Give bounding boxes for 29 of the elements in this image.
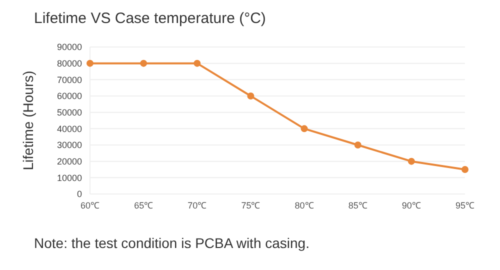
y-tick-label: 60000	[56, 91, 82, 102]
y-tick-label: 20000	[56, 156, 82, 167]
point	[354, 142, 362, 148]
y-tick-label: 70000	[56, 74, 82, 85]
point	[408, 158, 415, 165]
x-tick-label: 95℃	[455, 200, 475, 210]
point	[86, 60, 94, 67]
chart-title: Lifetime VS Case temperature (°C)	[34, 10, 266, 27]
point	[140, 60, 148, 67]
point	[462, 166, 468, 173]
point	[194, 60, 201, 67]
x-tick-label: 85℃	[348, 200, 368, 210]
x-tick-label: 65℃	[134, 200, 154, 210]
y-tick-label: 40000	[56, 124, 82, 134]
x-tick-label: 75℃	[241, 200, 260, 210]
y-tick-label: 30000	[56, 140, 82, 150]
point	[300, 125, 308, 132]
point	[247, 92, 254, 100]
y-tick-label: 0	[76, 189, 82, 200]
y-axis-title: Lifetime (Hours)	[20, 70, 36, 170]
y-tick-label: 50000	[56, 108, 82, 118]
y-tick-label: 80000	[56, 58, 82, 69]
x-tick-label: 60℃	[80, 200, 100, 210]
x-tick-label: 70℃	[188, 200, 207, 210]
x-tick-label: 90℃	[402, 200, 421, 210]
y-tick-label: 90000	[56, 42, 82, 52]
y-tick-label: 10000	[56, 172, 82, 183]
text: Note: the test condition is PCBA with casing.	[34, 235, 310, 251]
x-tick-label: 80℃	[294, 200, 314, 210]
